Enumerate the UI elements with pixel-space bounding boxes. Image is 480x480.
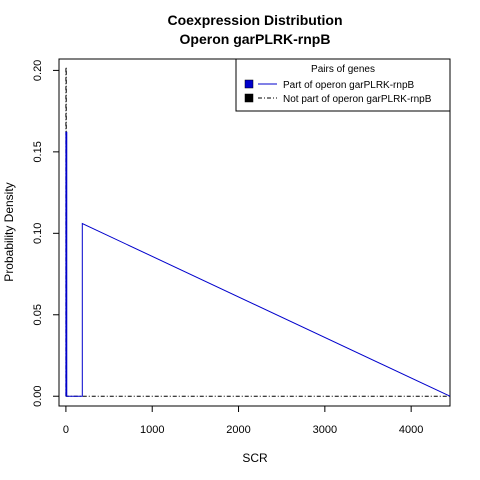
x-tick-label: 3000: [313, 424, 337, 436]
x-tick-label: 2000: [226, 424, 250, 436]
legend-label-non-operon: Not part of operon garPLRK-rnpB: [283, 94, 432, 105]
legend-swatch-non-operon: [244, 93, 254, 103]
x-tick-label: 1000: [140, 424, 164, 436]
y-tick-label: 0.10: [32, 223, 44, 244]
y-tick-label: 0.00: [32, 386, 44, 407]
x-tick-label: 4000: [399, 424, 423, 436]
chart-title: Coexpression Distribution: [167, 12, 342, 28]
series-line-1: [65, 66, 450, 397]
y-tick-label: 0.15: [32, 141, 44, 162]
y-tick-label: 0.20: [32, 60, 44, 81]
y-axis: 0.00 0.05 0.10 0.15 0.20: [32, 60, 60, 407]
legend: Pairs of genes Part of operon garPLRK-rn…: [235, 58, 451, 112]
y-tick-label: 0.05: [32, 304, 44, 325]
legend-box: [235, 58, 451, 112]
legend-title: Pairs of genes: [311, 64, 375, 75]
x-axis: 0 1000 2000 3000 4000: [63, 405, 423, 436]
chart-subtitle: Operon garPLRK-rnpB: [180, 31, 331, 47]
x-tick-label: 0: [63, 424, 69, 436]
y-axis-label: Probability Density: [2, 182, 16, 281]
legend-swatch-operon: [244, 79, 254, 89]
legend-label-operon: Part of operon garPLRK-rnpB: [283, 80, 415, 91]
series-layer: [65, 66, 451, 397]
x-axis-label: SCR: [242, 451, 268, 465]
series-line-0: [65, 131, 451, 397]
